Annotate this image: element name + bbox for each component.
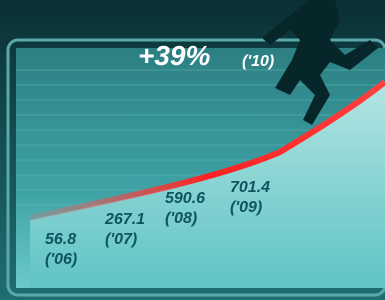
- point-year: ('09): [230, 199, 262, 216]
- point-year: ('06): [45, 251, 77, 268]
- point-year: ('07): [105, 231, 137, 248]
- headline-value: +39%: [138, 40, 210, 71]
- point-value: 701.4: [230, 179, 270, 196]
- headline-year: ('10): [242, 53, 274, 70]
- infographic: +39% ('10) 56.8 ('06) 267.1 ('07) 590.6 …: [0, 0, 385, 300]
- page: +39% ('10) 56.8 ('06) 267.1 ('07) 590.6 …: [0, 0, 385, 300]
- point-value: 267.1: [104, 211, 145, 228]
- point-value: 56.8: [45, 231, 76, 248]
- point-value: 590.6: [165, 190, 205, 207]
- point-year: ('08): [165, 210, 197, 227]
